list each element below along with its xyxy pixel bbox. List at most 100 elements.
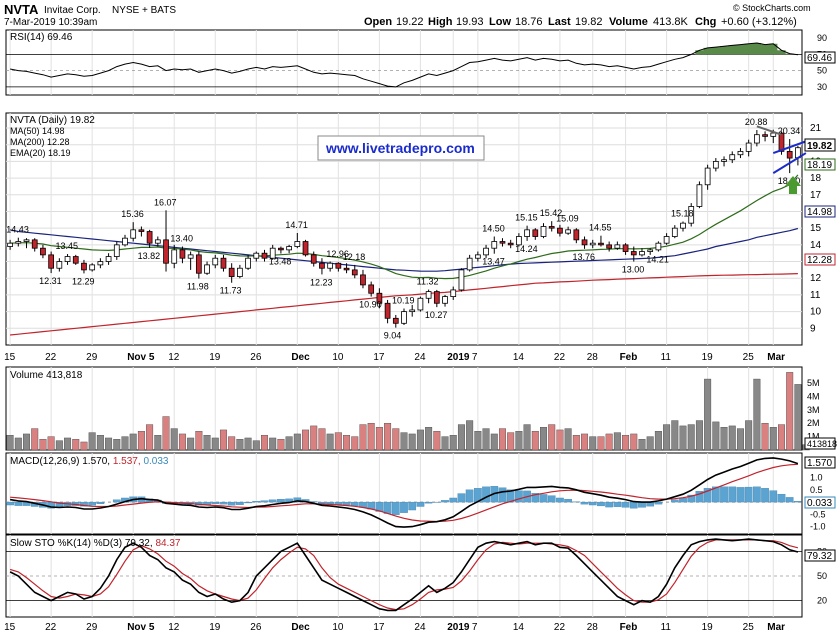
volume-bar [523,424,531,451]
date-tick-label: 26 [250,352,262,363]
last-value: 19.82 [575,16,603,28]
volume-bar [556,429,564,451]
candle-body [647,249,654,252]
macd-histogram-bar [88,501,97,506]
candle-body [483,247,489,256]
price-label: NVTA (Daily) 19.82 [10,115,95,126]
macd-histogram-bar [277,498,285,503]
candle-body [64,256,71,262]
volume-panel-label: Volume 413,818 [10,370,83,381]
macd-histogram-bar [268,499,277,503]
candle-body [392,317,399,324]
sto-d-label: 84.37 [155,538,180,549]
macd-histogram-bar [687,494,696,503]
volume-bar [449,435,457,451]
volume-bar [55,440,63,451]
candle-body [327,262,334,269]
volume-bar [605,433,613,451]
volume-bar [14,437,22,451]
volume-bar [244,437,252,451]
volume-bar [170,428,178,451]
macd-signal-label: 1.537, [113,456,141,467]
candle-body [212,257,219,266]
price-annotation: 13.47 [482,257,505,267]
candle-body [565,229,571,234]
volume-bar [310,425,318,451]
volume-bar [482,428,490,451]
date-tick-label-bottom: 28 [587,622,599,633]
volume-bar [753,378,761,451]
price-annotation: 13.76 [573,252,596,262]
volume-bar [794,384,802,451]
volume-bar [695,420,703,451]
candle-body [113,244,120,257]
volume-bar [679,425,687,451]
date-tick-label: 7 [472,352,478,363]
volume-bar [359,424,367,451]
volume-bar [654,431,662,451]
volume-bar [367,423,375,451]
candle-body [499,241,506,244]
volume-bar [613,432,621,451]
volume-bar [457,424,465,451]
promo-link-box[interactable] [317,135,485,161]
date-tick-label-bottom: Dec [291,622,310,633]
candle-body [433,291,440,304]
candle-body [40,247,46,256]
open-value: 19.22 [396,16,424,28]
candle-body [187,254,194,259]
candle-body [770,132,777,137]
candle-body [401,311,407,324]
volume-bar [64,437,72,451]
ma50-line [9,227,799,272]
candle-body [425,291,432,299]
volume-bar [597,436,605,451]
price-annotation: 14.24 [515,244,538,254]
price-annotation: 13.00 [622,265,645,275]
candle-body [7,242,13,247]
date-tick-label: 22 [45,352,57,363]
candle-body [171,249,178,264]
date-tick-label-bottom: 11 [661,622,672,633]
volume-y-tick: 2M [807,418,820,428]
candle-body [23,239,30,242]
price-annotation: 14.21 [646,255,669,265]
date-tick-label: Nov 5 [127,352,155,363]
promo-link[interactable]: www.livetradepro.com [325,140,475,156]
date-tick-label: 19 [209,352,221,363]
candle-body [786,150,793,159]
volume-bar [178,433,186,451]
date-tick-label: 10 [332,352,344,363]
macd-histogram-bar [252,501,261,503]
date-tick-label-bottom: 12 [168,622,180,633]
volume-bar [589,436,597,451]
volume-bar [88,432,96,451]
price-annotation: 12.31 [39,276,62,286]
low-label: Low [489,16,511,28]
low-value: 18.76 [515,16,543,28]
candle-body [237,267,243,277]
date-tick-label: 17 [373,352,385,363]
macd-hist-label: 0.033 [143,456,168,467]
volume-bar [490,433,498,451]
candle-body [630,251,637,256]
chg-label: Chg [695,16,716,28]
volume-bar [622,435,630,451]
macd-histogram-bar [80,501,88,507]
volume-bar [786,372,794,451]
candle-body [335,262,342,269]
company-label: Invitae Corp. [44,5,101,16]
ema20-line [10,174,799,280]
candle-body [458,269,465,291]
candle-body [376,292,383,304]
sto-y-tick: 20 [817,596,827,606]
volume-bar [23,433,30,451]
macd-histogram-bar [761,488,769,503]
macd-hist-tag: 0.033 [807,498,832,509]
volume-label: Volume [609,16,648,28]
macd-histogram-bar [539,494,548,503]
macd-tag-box [804,456,836,469]
price-y-tick: 14 [810,240,822,251]
macd-label-main: MACD(12,26,9) 1.570, [10,456,110,467]
last-label: Last [548,16,571,28]
